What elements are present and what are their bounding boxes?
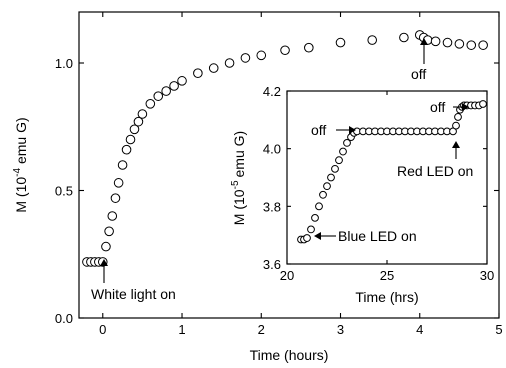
- main-data-point: [208, 63, 219, 73]
- main-data-point: [145, 99, 156, 109]
- annotation-inset-off-1-label: off: [311, 122, 326, 138]
- inset-data-point: [303, 234, 311, 242]
- main-data-point: [107, 211, 118, 221]
- inset-y-tick-label: 4.2: [263, 84, 281, 99]
- main-x-tick-label: 3: [337, 322, 344, 337]
- main-data-point: [133, 116, 144, 127]
- inset-data-point: [452, 121, 460, 130]
- annotation-main-off: off: [411, 38, 428, 82]
- inset-x-tick-label: 25: [380, 268, 394, 283]
- main-data-point: [466, 40, 477, 50]
- main-data-point: [113, 178, 124, 188]
- main-data-point: [304, 42, 314, 53]
- main-y-axis-title-suffix: emu G): [13, 117, 29, 168]
- main-data-point: [153, 91, 164, 101]
- inset-data-point: [454, 113, 462, 121]
- annotation-inset-off-1-arrowhead: [349, 126, 356, 134]
- inset-data-point: [335, 156, 343, 165]
- main-x-axis-title: Time (hours): [250, 347, 329, 363]
- main-x-tick-label: 5: [495, 322, 502, 337]
- main-x-tick-label: 4: [416, 322, 423, 337]
- main-data-point: [137, 109, 148, 119]
- main-plot-frame: [78, 11, 500, 319]
- main-data-point: [478, 40, 488, 50]
- inset-x-axis-title: Time (hrs): [355, 289, 418, 305]
- main-data-point: [177, 76, 187, 86]
- annotation-inset-off-2-label: off: [430, 99, 445, 115]
- main-data-point: [121, 144, 132, 155]
- inset-data-points: [297, 100, 487, 244]
- main-data-point: [169, 81, 179, 91]
- main-data-point: [101, 241, 111, 252]
- inset-data-point: [323, 182, 331, 191]
- inset-y-axis-title-prefix: M (10: [231, 189, 247, 225]
- annotation-main-off-label: off: [411, 66, 426, 82]
- inset-data-point: [327, 173, 335, 182]
- main-x-tick-label: 1: [178, 322, 185, 337]
- inset-data-point: [331, 164, 339, 173]
- main-data-point: [104, 226, 114, 237]
- main-data-point: [442, 37, 453, 48]
- annotation-blue-led-arrowhead: [314, 232, 321, 240]
- inset-data-point: [339, 147, 347, 156]
- inset-x-tick-label: 30: [480, 268, 494, 283]
- annotation-red-led-arrowhead: [452, 141, 460, 148]
- inset-x-tick-label: 20: [280, 268, 294, 283]
- inset-y-tick-label: 3.8: [263, 199, 281, 214]
- inset-ticks: 20 25 30 3.6 3.8 4.0 4.2: [263, 84, 494, 283]
- inset-y-axis-title: M (10-5 emu G): [230, 131, 247, 225]
- inset-data-point: [479, 100, 487, 108]
- annotation-blue-led-label: Blue LED on: [338, 228, 417, 244]
- inset-data-point: [319, 190, 327, 199]
- main-x-tick-label: 2: [258, 322, 265, 337]
- main-data-point: [280, 45, 290, 56]
- main-y-axis-title-exp: -4: [12, 168, 23, 177]
- inset-y-axis-title-suffix: emu G): [231, 131, 247, 178]
- main-y-tick-label: 0.0: [55, 311, 73, 326]
- annotation-blue-led-on: Blue LED on: [314, 228, 417, 244]
- main-x-tick-label: 0: [99, 322, 106, 337]
- main-data-point: [367, 35, 378, 45]
- annotation-inset-off-1: off: [311, 122, 356, 138]
- main-data-point: [110, 193, 121, 203]
- main-data-point: [454, 39, 465, 49]
- main-data-point: [129, 124, 140, 135]
- main-y-tick-label: 1.0: [55, 56, 73, 71]
- main-data-point: [430, 36, 441, 47]
- main-data-point: [335, 37, 346, 48]
- inset-data-point: [311, 213, 319, 222]
- main-ticks: 0 1 2 3 4 5 0.0 0.5 1.0: [55, 12, 503, 337]
- annotation-white-light-label: White light on: [91, 286, 176, 302]
- annotation-white-light-arrowhead: [100, 259, 108, 266]
- main-y-tick-label: 0.5: [55, 184, 73, 199]
- main-data-point: [125, 134, 136, 145]
- inset-data-point: [343, 139, 351, 147]
- main-data-point: [224, 58, 235, 68]
- annotation-white-light-on: White light on: [91, 259, 176, 302]
- inset-y-tick-label: 4.0: [263, 142, 281, 157]
- annotation-red-led-on: Red LED on: [397, 141, 473, 179]
- annotation-inset-off-2: off: [430, 99, 469, 115]
- main-data-point: [161, 86, 171, 96]
- main-data-point: [193, 68, 203, 78]
- main-data-point: [399, 32, 409, 43]
- inset-y-axis-title-exp: -5: [230, 180, 241, 189]
- main-y-axis-title: M (10-4 emu G): [12, 117, 29, 212]
- main-data-point: [117, 160, 128, 170]
- annotation-inset-off-2-arrowhead: [462, 103, 469, 111]
- inset-background: [231, 88, 487, 264]
- main-data-point: [256, 50, 267, 61]
- inset-y-tick-label: 3.6: [263, 257, 281, 272]
- annotation-main-off-arrowhead: [420, 38, 428, 45]
- inset-data-point: [307, 225, 315, 234]
- main-y-axis-title-prefix: M (10: [13, 177, 29, 213]
- inset-data-point: [315, 202, 323, 211]
- main-data-point: [240, 53, 251, 63]
- annotation-red-led-label: Red LED on: [397, 163, 473, 179]
